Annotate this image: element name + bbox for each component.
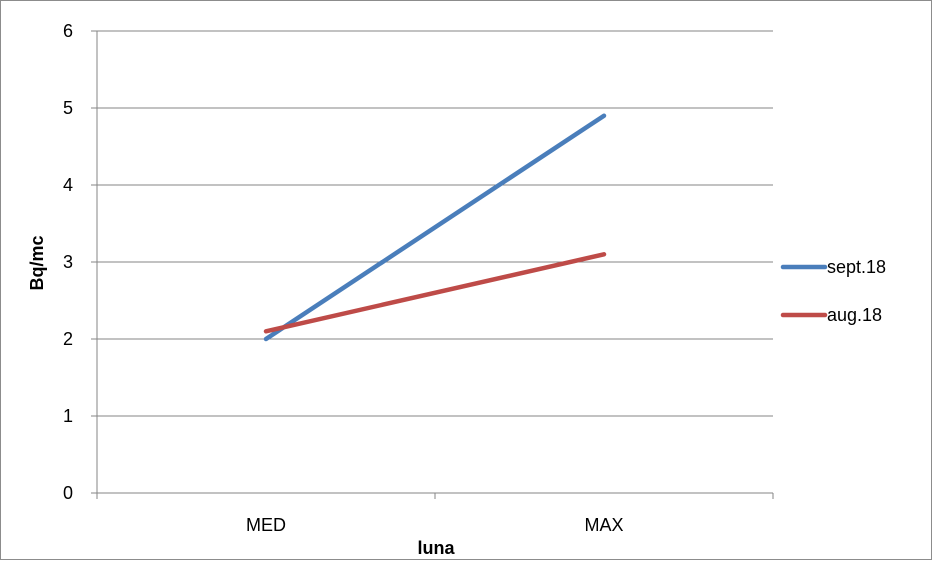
y-tick-label: 0 [63, 483, 73, 503]
x-tick-label: MAX [584, 515, 623, 535]
gridlines [97, 30, 773, 417]
x-tick-labels: MED MAX [246, 515, 624, 535]
y-tick-label: 2 [63, 329, 73, 349]
y-tick-label: 4 [63, 175, 73, 195]
series-line-sept.18 [263, 113, 607, 342]
y-tick-labels: 0 1 2 3 4 5 6 [63, 21, 73, 503]
y-tick-label: 5 [63, 98, 73, 118]
x-tick-label: MED [246, 515, 286, 535]
y-tick-label: 3 [63, 252, 73, 272]
legend-label: aug.18 [827, 305, 882, 325]
x-axis-title: luna [417, 538, 455, 558]
axes [91, 30, 774, 499]
series-lines [263, 113, 607, 342]
y-tick-label: 6 [63, 21, 73, 41]
y-axis-title: Bq/mc [27, 235, 47, 290]
legend: sept.18 aug.18 [780, 257, 886, 325]
series-line-aug.18 [263, 252, 607, 334]
legend-label: sept.18 [827, 257, 886, 277]
y-tick-label: 1 [63, 406, 73, 426]
